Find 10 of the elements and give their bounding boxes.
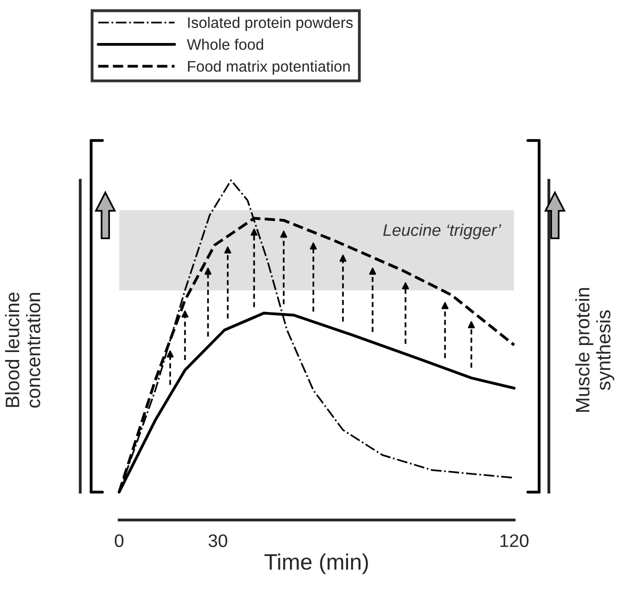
x-tick-label: 120 — [500, 534, 528, 548]
x-tick-label: 0 — [114, 534, 124, 548]
legend-label: Whole food — [186, 38, 264, 50]
y-axis-title: Blood leucine concentration — [5, 292, 40, 408]
legend-label: Food matrix potentiation — [188, 60, 350, 75]
legend-label: Isolated protein powders — [188, 16, 353, 32]
x-axis-title: Time (min) — [264, 553, 368, 574]
band-label: Leucine ‘trigger’ — [383, 224, 502, 240]
y2-axis-title: Muscle protein synthesis — [575, 288, 614, 412]
x-tick-label: 30 — [208, 534, 228, 548]
